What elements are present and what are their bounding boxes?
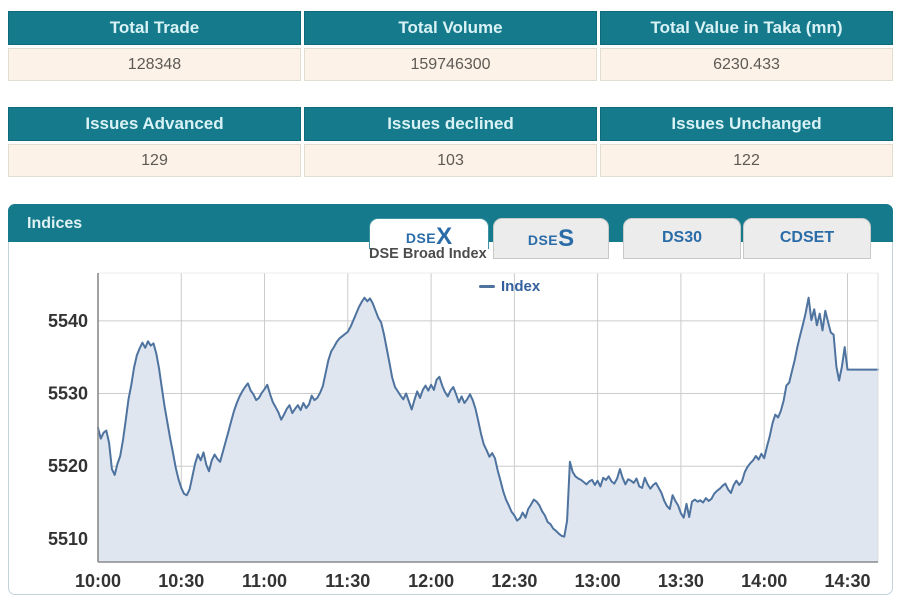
svg-text:13:30: 13:30 [658, 571, 704, 591]
chart-title: DSE Broad Index [369, 246, 487, 262]
index-area-chart: 5510 5520 5530 5540 10:00 10:30 11:00 11:30 12:0… [48, 272, 879, 591]
issues-header-row: Issues Advanced Issues declined Issues U… [8, 107, 893, 141]
header-issues-declined: Issues declined [304, 107, 597, 141]
svg-text:5540: 5540 [48, 311, 88, 331]
tab-dses-label-large: S [558, 225, 575, 252]
svg-text:10:30: 10:30 [158, 571, 204, 591]
tab-dsex-label-large: X [436, 223, 453, 250]
value-issues-advanced: 129 [8, 144, 301, 177]
svg-text:14:00: 14:00 [741, 571, 787, 591]
trade-header-row: Total Trade Total Volume Total Value in … [8, 11, 893, 45]
tab-dsex-label-small: DSE [405, 230, 437, 246]
svg-text:5510: 5510 [48, 529, 88, 549]
summary-table-trade: Total Trade Total Volume Total Value in … [8, 11, 893, 81]
header-issues-unchanged: Issues Unchanged [600, 107, 893, 141]
svg-text:11:00: 11:00 [242, 571, 287, 591]
tab-dses[interactable]: DSE S [493, 218, 609, 259]
value-total-value: 6230.433 [600, 48, 893, 81]
header-issues-advanced: Issues Advanced [8, 107, 301, 141]
tab-ds30[interactable]: DS30 [623, 218, 741, 259]
svg-text:5520: 5520 [48, 456, 88, 476]
value-issues-unchanged: 122 [600, 144, 893, 177]
issues-value-row: 129 103 122 [8, 144, 893, 177]
tab-cdset[interactable]: CDSET [743, 218, 871, 259]
tab-cdset-label: CDSET [779, 229, 835, 246]
svg-text:13:00: 13:00 [575, 571, 621, 591]
legend-label: Index [501, 278, 541, 295]
value-total-trade: 128348 [8, 48, 301, 81]
tab-ds30-label: DS30 [661, 229, 703, 246]
value-issues-declined: 103 [304, 144, 597, 177]
svg-text:5530: 5530 [48, 384, 88, 404]
svg-text:14:30: 14:30 [824, 571, 870, 591]
svg-text:11:30: 11:30 [325, 571, 370, 591]
header-total-value: Total Value in Taka (mn) [600, 11, 893, 45]
tab-dses-label-small: DSE [527, 232, 559, 248]
svg-text:12:00: 12:00 [408, 571, 454, 591]
header-total-trade: Total Trade [8, 11, 301, 45]
panel-title: Indices [27, 215, 83, 232]
header-total-volume: Total Volume [304, 11, 597, 45]
indices-panel: Indices DSE X DSE S DS30 CDSET DSE Broad I… [8, 204, 893, 595]
svg-text:12:30: 12:30 [491, 571, 537, 591]
summary-table-issues: Issues Advanced Issues declined Issues U… [8, 107, 893, 177]
trade-value-row: 128348 159746300 6230.433 [8, 48, 893, 81]
svg-text:10:00: 10:00 [75, 571, 121, 591]
legend-line-swatch [479, 285, 495, 288]
value-total-volume: 159746300 [304, 48, 597, 81]
chart-legend-item-index[interactable]: Index [479, 278, 540, 295]
tab-dsex[interactable]: DSE X [369, 218, 489, 249]
